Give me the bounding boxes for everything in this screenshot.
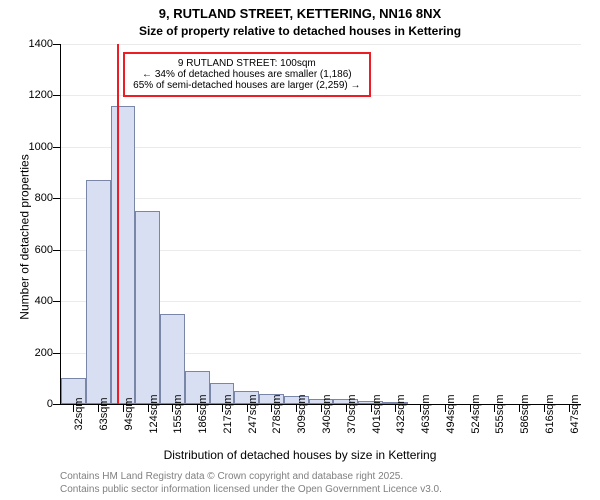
y-tick-label: 200 <box>13 347 53 359</box>
y-tick <box>53 301 61 302</box>
x-tick-label: 401sqm <box>371 394 383 433</box>
x-tick-label: 494sqm <box>445 394 457 433</box>
y-tick <box>53 404 61 405</box>
x-tick-label: 32sqm <box>73 397 85 430</box>
callout-line-3: 65% of semi-detached houses are larger (… <box>133 80 360 91</box>
footer-line-1: Contains HM Land Registry data © Crown c… <box>60 471 442 484</box>
x-tick-label: 555sqm <box>494 394 506 433</box>
y-tick-label: 1200 <box>13 89 53 101</box>
histogram-bar <box>111 106 136 404</box>
x-tick-label: 524sqm <box>470 394 482 433</box>
x-tick-label: 586sqm <box>519 394 531 433</box>
x-tick-label: 124sqm <box>148 394 160 433</box>
x-tick-label: 94sqm <box>123 397 135 430</box>
x-tick-label: 370sqm <box>346 394 358 433</box>
chart-title: 9, RUTLAND STREET, KETTERING, NN16 8NX <box>0 6 600 21</box>
y-tick <box>53 353 61 354</box>
y-tick-label: 800 <box>13 192 53 204</box>
figure: 9, RUTLAND STREET, KETTERING, NN16 8NX S… <box>0 0 600 500</box>
callout-line-1: 9 RUTLAND STREET: 100sqm <box>133 58 360 69</box>
histogram-bar <box>86 180 111 404</box>
x-tick-label: 186sqm <box>197 394 209 433</box>
y-tick-label: 1400 <box>13 38 53 50</box>
x-tick-label: 616sqm <box>544 394 556 433</box>
x-tick-label: 647sqm <box>569 394 581 433</box>
y-tick <box>53 250 61 251</box>
y-tick-label: 0 <box>13 398 53 410</box>
x-tick-label: 63sqm <box>98 397 110 430</box>
y-tick-label: 400 <box>13 295 53 307</box>
y-tick-label: 1000 <box>13 141 53 153</box>
x-tick-label: 463sqm <box>420 394 432 433</box>
x-tick-label: 340sqm <box>321 394 333 433</box>
y-tick-label: 600 <box>13 244 53 256</box>
callout-box: 9 RUTLAND STREET: 100sqm ← 34% of detach… <box>123 52 370 97</box>
callout-line-2: ← 34% of detached houses are smaller (1,… <box>133 69 360 80</box>
y-tick <box>53 198 61 199</box>
y-tick <box>53 44 61 45</box>
y-tick <box>53 147 61 148</box>
plot-area: 020040060080010001200140032sqm63sqm94sqm… <box>60 44 581 405</box>
histogram-bar <box>135 211 160 404</box>
x-tick-label: 309sqm <box>296 394 308 433</box>
gridline <box>61 198 581 199</box>
chart-subtitle: Size of property relative to detached ho… <box>0 24 600 38</box>
gridline <box>61 147 581 148</box>
y-tick <box>53 95 61 96</box>
gridline <box>61 44 581 45</box>
footer-line-2: Contains public sector information licen… <box>60 484 442 497</box>
x-tick-label: 432sqm <box>395 394 407 433</box>
x-tick-label: 217sqm <box>222 394 234 433</box>
x-tick-label: 155sqm <box>172 394 184 433</box>
histogram-bar <box>160 314 185 404</box>
x-tick-label: 247sqm <box>247 394 259 433</box>
x-tick-label: 278sqm <box>271 394 283 433</box>
property-marker-line <box>117 44 119 404</box>
x-axis-label: Distribution of detached houses by size … <box>0 448 600 462</box>
footer-attribution: Contains HM Land Registry data © Crown c… <box>60 471 442 496</box>
